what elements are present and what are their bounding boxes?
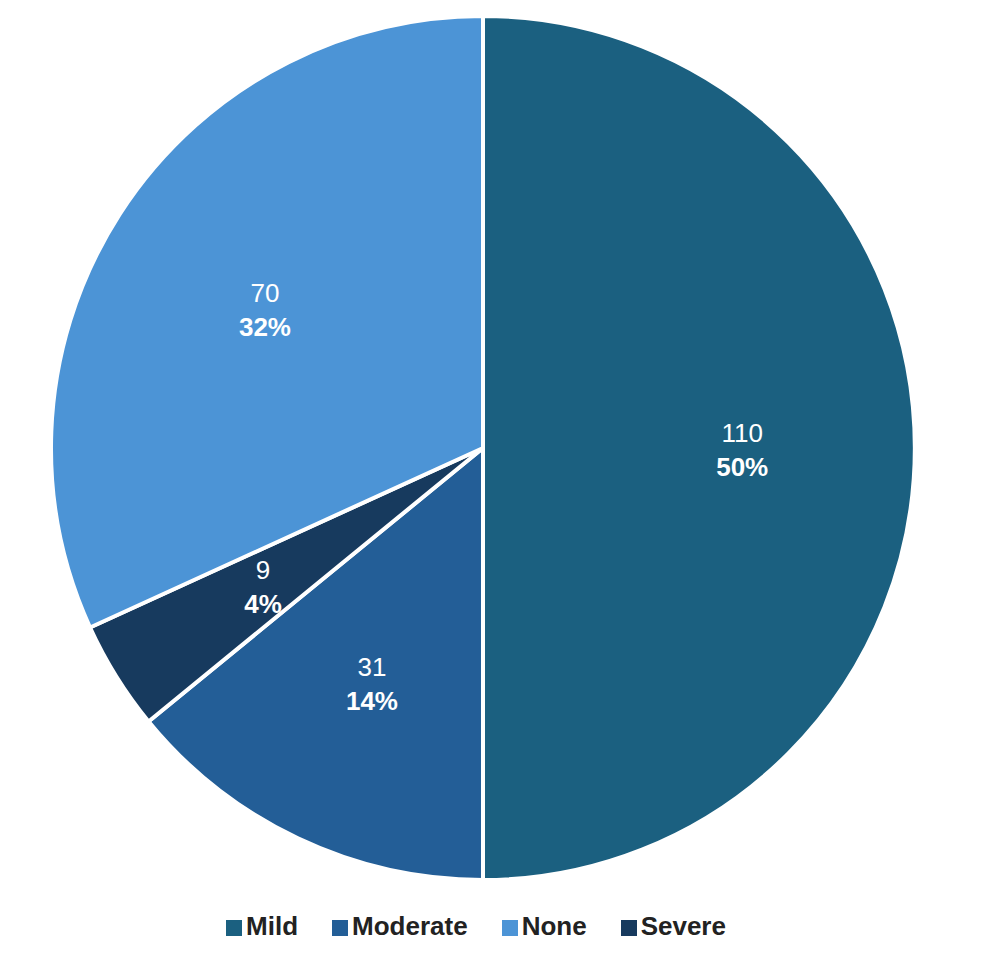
- svg-text:7032%: 7032%: [239, 278, 291, 342]
- html-text:None: None: [521, 911, 587, 941]
- html-text:Severe: Severe: [640, 911, 726, 941]
- svg-text:3114%: 3114%: [346, 652, 398, 716]
- svg-text:11050%: 11050%: [716, 418, 768, 482]
- svg-text:94%: 94%: [244, 555, 282, 619]
- html-text:Moderate: Moderate: [352, 911, 468, 941]
- html-text:Mild: Mild: [246, 911, 298, 941]
